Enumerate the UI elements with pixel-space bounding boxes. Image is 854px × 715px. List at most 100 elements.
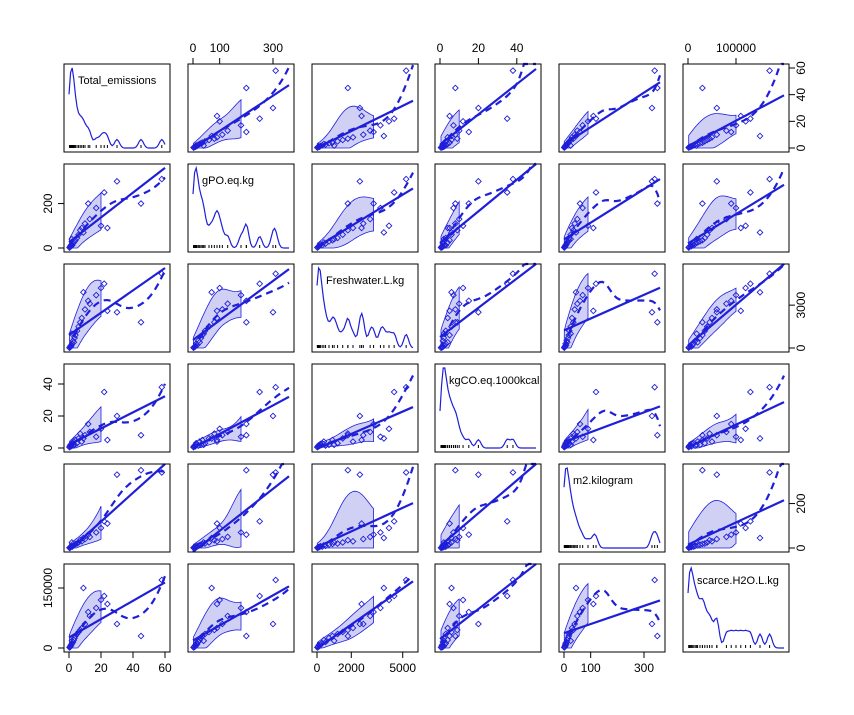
data-point-0-5-25 [698,84,706,92]
data-point-2-0-20 [68,330,76,338]
data-point-5-0-19 [66,643,73,651]
data-point-4-3-16 [459,524,467,532]
panel-frames [63,63,790,653]
data-point-5-2-25 [344,632,352,640]
data-point-4-0-19 [66,544,73,552]
linear-fit-5-4 [563,599,661,635]
data-point-2-3-17 [503,280,511,288]
data-point-1-0-19 [66,244,73,251]
data-point-2-0-10 [73,327,81,335]
linear-fit-4-5 [687,499,785,546]
data-point-5-3-19 [437,643,445,651]
data-point-5-2-20 [330,637,338,645]
data-point-5-0-17 [100,592,108,600]
data-point-3-5-10 [701,439,709,447]
data-point-3-1-22 [242,420,250,428]
linear-fit-0-4 [563,81,661,146]
linear-fit-2-1 [192,268,290,341]
data-point-1-0-9 [71,236,79,244]
data-point-2-0-18 [103,307,111,315]
data-point-0-2-19 [313,144,321,152]
data-point-0-2-9 [328,139,336,147]
data-point-1-0-24 [113,177,121,185]
data-point-3-5-26 [766,383,774,391]
data-point-0-4-16 [584,117,592,125]
data-point-3-1-20 [200,441,208,449]
data-point-0-5-18 [737,112,745,120]
data-point-3-1-16 [216,425,224,433]
data-point-0-2-7 [320,140,328,148]
data-point-3-2-19 [313,443,321,451]
data-point-2-0-23 [79,288,87,296]
data-point-1-0-18 [103,224,111,232]
data-point-1-3-23 [448,229,455,236]
smoother-4-3 [439,462,536,551]
data-point-4-3-15 [450,529,457,536]
data-point-3-2-15 [376,433,384,441]
data-point-1-4-12 [568,224,576,232]
data-point-4-3-21 [453,536,461,544]
data-point-5-0-21 [76,626,84,634]
data-point-2-5-9 [698,331,706,339]
data-point-2-0-9 [71,331,79,339]
data-point-1-2-15 [376,204,384,212]
data-point-0-4-23 [572,132,580,140]
data-point-2-1-9 [198,331,206,339]
data-point-1-2-23 [380,229,388,236]
data-point-2-0-17 [100,280,108,288]
data-point-1-3-13 [451,220,459,227]
data-point-3-4-17 [592,388,600,396]
data-point-2-1-13 [218,305,226,313]
data-point-3-0-22 [84,420,92,428]
left-tick-label-1-0: 0 [41,444,55,451]
data-point-2-3-19 [437,344,445,352]
data-point-3-0-11 [75,434,83,442]
data-point-3-2-26 [402,383,410,391]
data-point-2-3-14 [455,300,463,308]
panel-frame-3-5 [682,363,790,453]
smoother-5-3 [439,562,536,647]
variable-label-m2.kilogram: m2.kilogram [573,475,633,487]
data-point-0-1-23 [208,132,216,140]
diagonal-panels: Total_emissions gPO.eq.kg Freshwater.L.kg k… [68,67,784,649]
data-point-2-5-26 [766,270,774,278]
data-point-3-5-15 [732,433,740,441]
data-point-1-5-16 [742,222,750,230]
data-point-5-1-18 [213,600,221,608]
data-point-4-2-9 [328,540,336,548]
data-point-3-4-16 [584,425,592,433]
data-point-5-2-24 [356,620,364,628]
data-point-4-5-12 [708,537,716,545]
data-point-4-5-26 [766,469,774,476]
data-point-1-5-20 [693,235,701,243]
data-point-5-3-22 [465,608,473,616]
data-point-3-2-24 [356,412,364,420]
data-point-5-3-24 [474,620,482,628]
data-point-2-3-24 [474,308,482,316]
data-point-5-1-14 [224,612,232,620]
data-point-1-4-15 [579,204,587,212]
data-point-4-5-25 [698,466,706,474]
top-tick-label-1-1: 20 [472,41,486,55]
smoother-2-4 [562,280,661,347]
data-point-4-1-18 [213,520,221,527]
data-point-1-5-24 [713,177,721,185]
data-point-0-3-20 [440,142,448,150]
data-point-1-2-21 [344,226,352,234]
data-point-5-1-20 [200,637,208,645]
data-point-2-1-10 [201,327,209,335]
data-point-3-0-13 [81,431,89,439]
data-point-0-2-26 [402,67,410,75]
data-point-4-0-16 [97,524,105,532]
left-tick-label-1-1: 20 [41,409,55,423]
data-point-4-3-11 [448,539,455,546]
data-point-3-1-7 [196,438,204,446]
data-point-0-2-25 [344,84,352,92]
panel-frame-3-3 [434,363,542,453]
data-point-2-4-21 [569,318,577,326]
fit-lines [67,62,786,650]
data-point-4-5-13 [713,535,721,543]
data-point-3-4-25 [653,431,661,439]
data-point-4-1-19 [190,544,197,552]
top-tick-label-0-2: 300 [263,41,283,55]
